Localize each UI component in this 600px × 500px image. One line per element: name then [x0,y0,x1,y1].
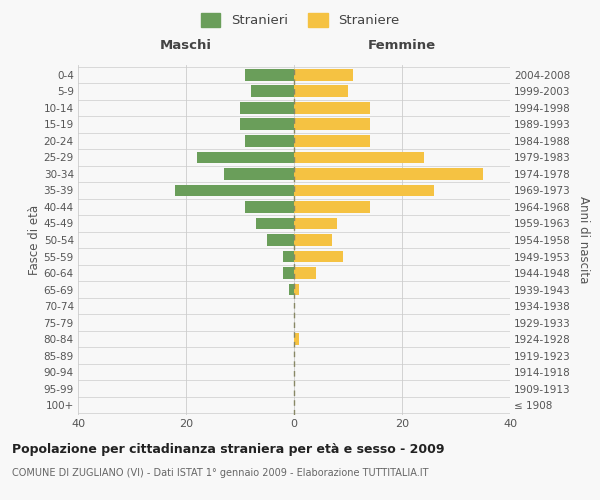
Bar [267,234,294,246]
Bar [294,86,348,98]
Text: COMUNE DI ZUGLIANO (VI) - Dati ISTAT 1° gennaio 2009 - Elaborazione TUTTITALIA.I: COMUNE DI ZUGLIANO (VI) - Dati ISTAT 1° … [12,468,428,477]
Bar [289,284,294,296]
Bar [294,152,424,164]
Bar [245,69,294,81]
Bar [175,184,294,196]
Bar [294,234,332,246]
Y-axis label: Fasce di età: Fasce di età [28,205,41,275]
Bar [294,135,370,147]
Bar [251,86,294,98]
Bar [294,333,299,345]
Bar [256,218,294,230]
Text: Maschi: Maschi [160,39,212,52]
Bar [283,250,294,262]
Bar [294,284,299,296]
Bar [240,102,294,114]
Bar [245,135,294,147]
Text: Femmine: Femmine [368,39,436,52]
Bar [245,201,294,213]
Bar [294,184,434,196]
Bar [283,267,294,279]
Bar [224,168,294,180]
Bar [294,267,316,279]
Bar [197,152,294,164]
Bar [240,118,294,130]
Bar [294,102,370,114]
Bar [294,168,483,180]
Bar [294,250,343,262]
Text: Popolazione per cittadinanza straniera per età e sesso - 2009: Popolazione per cittadinanza straniera p… [12,442,445,456]
Legend: Stranieri, Straniere: Stranieri, Straniere [197,9,403,31]
Bar [294,218,337,230]
Bar [294,201,370,213]
Bar [294,118,370,130]
Y-axis label: Anni di nascita: Anni di nascita [577,196,590,284]
Bar [294,69,353,81]
